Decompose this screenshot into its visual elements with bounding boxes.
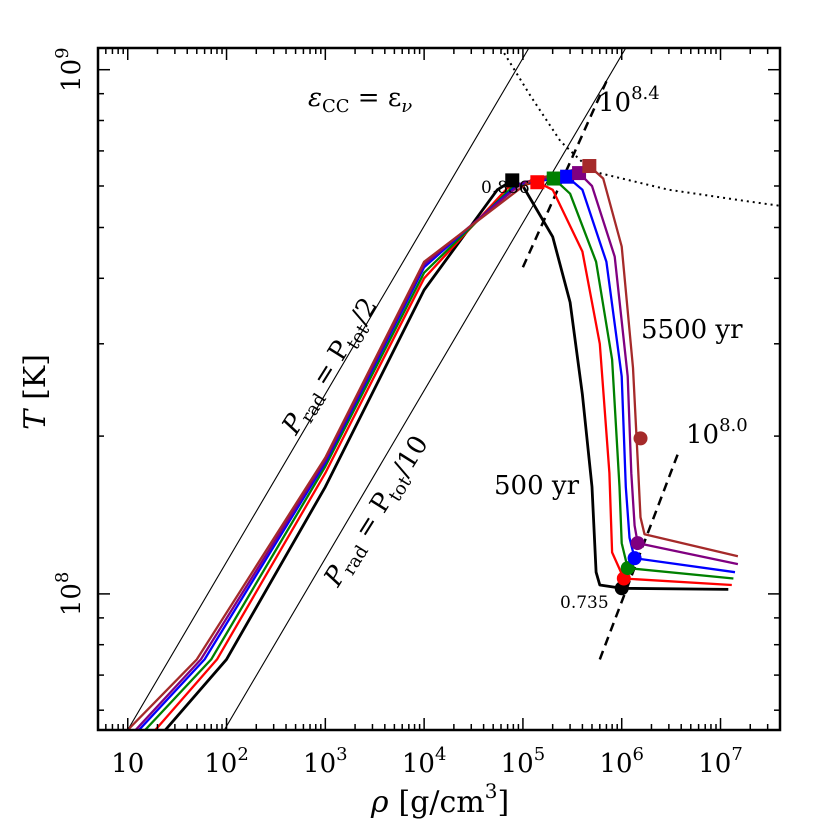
circle-marker-5 — [633, 431, 648, 446]
square-marker-0 — [505, 173, 520, 188]
prad-tenth-line — [223, 48, 627, 730]
age-label-5500yr: 5500 yr — [641, 315, 743, 345]
x-tick-label: 103 — [303, 744, 348, 779]
circle-marker-2 — [620, 561, 635, 576]
square-marker-5 — [582, 159, 597, 174]
square-marker-2 — [546, 171, 561, 186]
reference-lines — [127, 48, 780, 730]
series-line-5 — [126, 164, 739, 730]
age-label-500yr: 500 yr — [494, 471, 580, 501]
circle-marker-4 — [630, 536, 645, 551]
series-line-1 — [154, 181, 732, 730]
circle-marker-3 — [627, 551, 642, 566]
mass-label-bottom: 0.735 — [560, 593, 609, 613]
square-marker-1 — [530, 175, 545, 190]
marker-layer — [505, 159, 648, 596]
time-label-8.4: 108.4 — [598, 83, 660, 118]
y-tick-label: 109 — [52, 47, 87, 92]
eps-cc-eq-eps-nu-label: εCC = εν — [308, 83, 412, 117]
mass-label-top: 0.836 — [481, 178, 530, 198]
x-axis-label: ρ [g/cm3] — [370, 779, 509, 820]
x-tick-label: 102 — [204, 744, 249, 779]
time-8.4-line — [521, 80, 608, 268]
x-tick-label: 10 — [111, 749, 144, 779]
square-marker-3 — [560, 169, 575, 184]
x-tick-label: 106 — [599, 744, 644, 779]
plot-frame — [96, 46, 782, 732]
series-line-3 — [138, 175, 736, 730]
time-label-8.0: 108.0 — [686, 415, 748, 450]
axis-tick-labels: 10 102 103 104 105 106 107 108 109 — [52, 47, 743, 779]
series-layer — [126, 164, 739, 730]
y-tick-label: 108 — [52, 572, 87, 617]
prad-tenth-label: Prad = Ptot/10 — [318, 431, 438, 595]
x-tick-label: 107 — [698, 744, 743, 779]
prad-half-line — [127, 48, 530, 730]
series-line-2 — [144, 177, 734, 730]
x-tick-label: 105 — [501, 744, 546, 779]
series-line-4 — [134, 171, 739, 730]
y-axis-label: T[K] — [18, 354, 53, 430]
series-line-0 — [164, 179, 729, 730]
x-tick-label: 104 — [402, 744, 447, 779]
axis-ticks — [97, 48, 781, 730]
